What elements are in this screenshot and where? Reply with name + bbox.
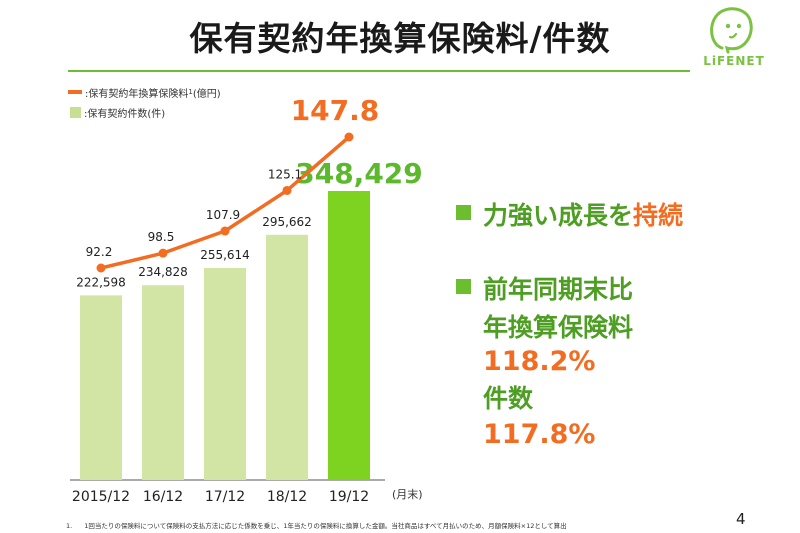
bar-17-12 [204,267,246,480]
bullet-growth-emphasis: 持続 [633,201,684,230]
footnote-text: 1回当たりの保険料について保険料の支払方法に応じた係数を乗じ、1年当たりの保険料… [84,522,567,530]
x-tick-label: 19/12 [329,489,369,505]
premium-point [344,132,354,142]
bullet-yoy-heading: 前年同期末比 [483,275,634,304]
x-tick-label: 16/12 [143,489,183,505]
bar-value-label: 255,614 [200,248,250,262]
footnote-marker: 1. [66,522,73,530]
bullet-yoy: 前年同期末比 [456,270,683,306]
legend-line-swatch [68,90,82,94]
legend-line-superscript: 1 [188,88,193,96]
bullet-count-label: 件数 [483,384,534,413]
premium-value-label: 107.9 [206,208,240,222]
premium-point [158,248,168,258]
bullet-premium-label: 年換算保険料 [483,313,634,342]
premium-point [220,226,230,236]
legend-line-unit: (億円) [192,88,221,100]
bar-16-12 [142,285,184,480]
x-tick-label: 17/12 [205,489,245,505]
chart-legend: :保有契約年換算保険料 1 (億円) :保有契約件数(件) [68,84,221,124]
page-number: 4 [736,510,746,528]
bar-18-12 [266,234,308,480]
premium-value-label: 125.1 [268,167,302,181]
legend-bar-label: :保有契約件数(件) [84,108,166,120]
page-title: 保有契約年換算保険料/件数 [189,19,611,58]
lifenet-logo: LiFENET [694,4,774,74]
bullet-count-value: 117.8% [483,419,596,450]
legend-bar-entry: :保有契約件数(件) [68,104,221,120]
x-axis-unit: (月末) [392,488,423,501]
title-divider [68,70,690,72]
face-logo-icon [710,7,753,54]
bullet-growth-text: 力強い成長を [483,201,634,230]
bar-value-label: 295,662 [262,215,312,229]
highlight-bullets: 力強い成長を持続 前年同期末比 年換算保険料 118.2% 件数 117.8% [456,196,683,450]
bar-2015-12 [80,295,122,480]
footnote: 1. 1回当たりの保険料について保険料の支払方法に応じた係数を乗じ、1年当たりの… [66,520,567,530]
bar-value-label: 348,429 [295,157,423,190]
legend-line-entry: :保有契約年換算保険料 1 (億円) [68,84,221,100]
bullet-square-icon [456,279,471,294]
bar-19-12 [328,191,370,480]
premium-value-label: 92.2 [86,245,113,259]
premium-value-label: 98.5 [148,230,175,244]
legend-line-label: :保有契約年換算保険料 [85,88,189,100]
premium-point [96,263,106,273]
logo-text: LiFENET [703,54,765,68]
x-tick-label: 2015/12 [72,489,130,505]
premium-value-label: 147.8 [291,94,380,127]
bar-value-label: 234,828 [138,265,188,279]
legend-bar-swatch [70,106,81,118]
x-tick-label: 18/12 [267,489,307,505]
premium-point [282,185,292,195]
bullet-square-icon [456,205,471,220]
bullet-premium-value: 118.2% [483,346,596,377]
bullet-growth: 力強い成長を持続 [456,196,683,232]
bar-value-label: 222,598 [76,275,126,289]
